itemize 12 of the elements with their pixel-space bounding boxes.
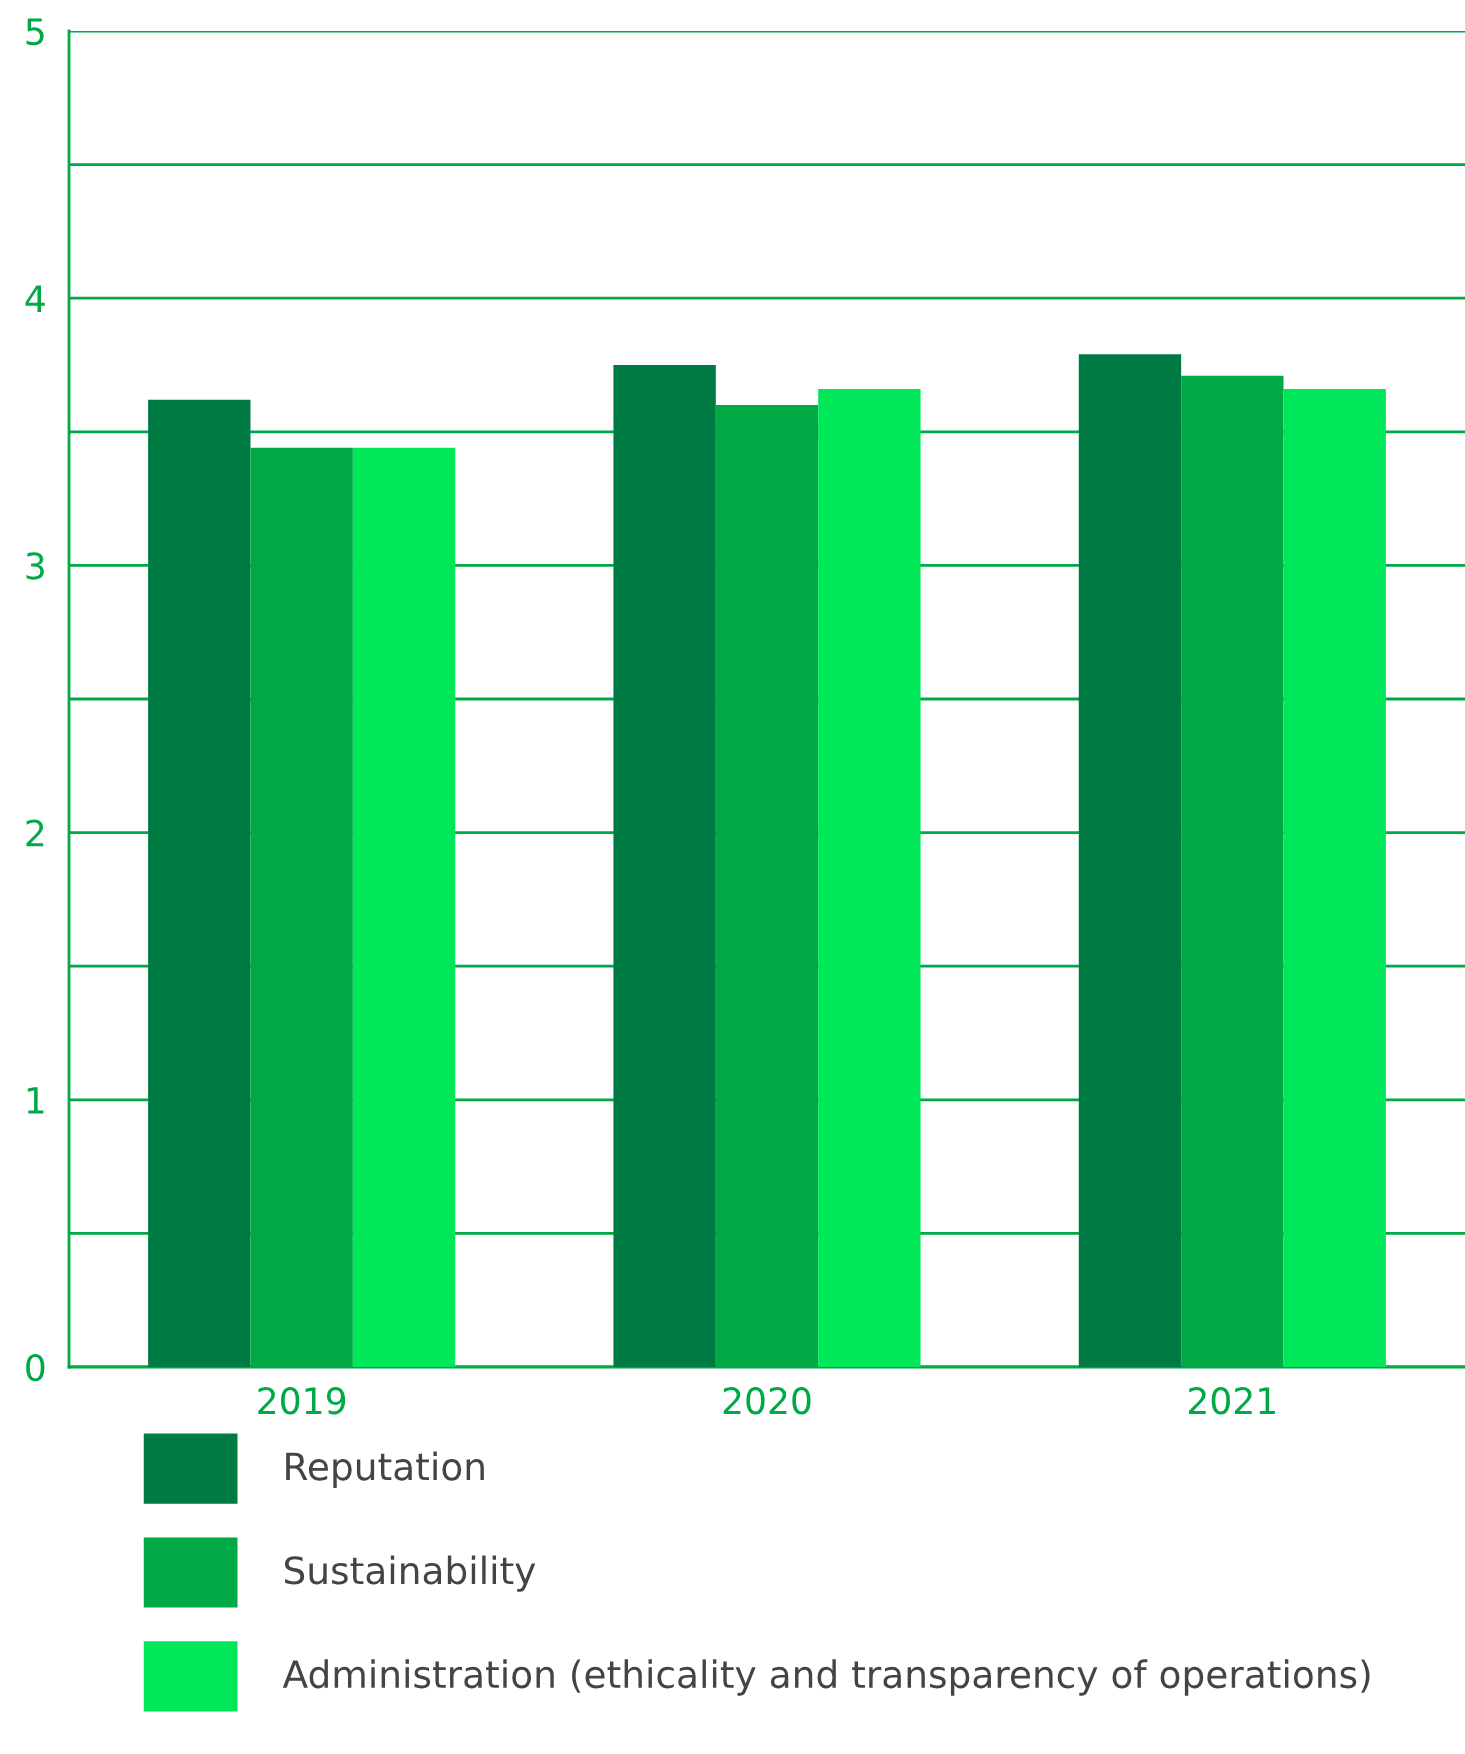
x-tick-label: 2020 xyxy=(723,1387,811,1415)
y-tick-label: 5 xyxy=(26,18,44,46)
y-tick-label: 4 xyxy=(25,285,45,312)
x-tick-label: 2019 xyxy=(258,1387,346,1415)
legend-label: Reputation xyxy=(286,1451,484,1488)
x-tick-label: 2021 xyxy=(1189,1387,1275,1415)
y-tick-label: 3 xyxy=(26,552,44,580)
y-tick-label: 1 xyxy=(27,1087,44,1114)
legend-label: Sustainability xyxy=(284,1555,536,1592)
legend-label: Administration (ethicality and transparency of operations) xyxy=(282,1659,1370,1696)
y-tick-label: 0 xyxy=(26,1353,45,1382)
y-tick-label: 2 xyxy=(26,819,44,847)
